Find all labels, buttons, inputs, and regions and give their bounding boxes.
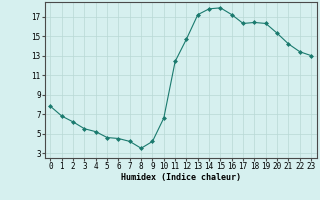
X-axis label: Humidex (Indice chaleur): Humidex (Indice chaleur) [121, 173, 241, 182]
